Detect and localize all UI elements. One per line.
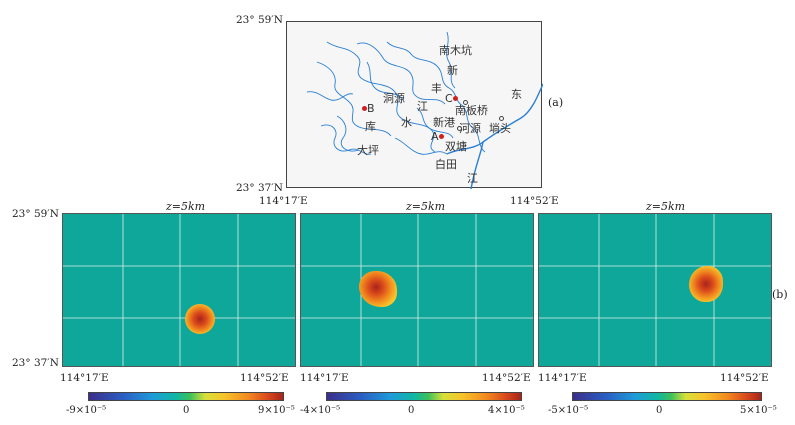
anomaly-blob-3 — [689, 266, 723, 302]
label-b: B — [367, 102, 375, 115]
z-label-2: z=5km — [406, 200, 446, 213]
reservoir-map: 南木坑 新 丰 C 东 洞源 江 南板桥 B 库 水 新港 河源 埫头 大坪 A… — [286, 21, 544, 190]
map-lat-bottom: 23° 37′N — [236, 182, 283, 194]
anomaly-panel-1 — [62, 213, 296, 367]
town-nanbanqiao-dot — [463, 100, 468, 105]
place-ku: 库 — [365, 120, 376, 133]
river-network — [306, 31, 544, 190]
map-lon-left: 114°17′E — [259, 195, 308, 207]
town-heyuan-dot — [457, 126, 462, 131]
colorbar-2-mid: 0 — [408, 405, 415, 416]
place-xin: 新 — [447, 64, 458, 77]
colorbar-1-max: 9×10⁻⁵ — [258, 405, 295, 416]
place-dongyuan: 洞源 — [383, 92, 405, 105]
panels-lat-bottom: 23° 37′N — [12, 357, 59, 369]
panel-tag-a: (a) — [548, 96, 564, 109]
label-a: A — [431, 130, 439, 143]
panel2-lon-right: 114°52′E — [482, 372, 531, 384]
colorbar-1-mid: 0 — [183, 405, 190, 416]
label-c: C — [445, 92, 453, 105]
panel-tag-b: (b) — [772, 288, 788, 301]
panel3-lon-right: 114°52′E — [720, 372, 769, 384]
panel2-lon-left: 114°17′E — [300, 372, 349, 384]
place-daping: 大坪 — [357, 144, 379, 157]
grid-lines-1 — [63, 214, 295, 366]
colorbar-3 — [572, 392, 762, 401]
colorbar-2-max: 4×10⁻⁵ — [488, 405, 525, 416]
place-dong: 东 — [511, 88, 522, 101]
colorbar-2 — [326, 392, 522, 401]
map-lat-top: 23° 59′N — [236, 14, 283, 26]
place-nanbanqiao: 南板桥 — [455, 104, 488, 117]
place-xingang: 新港 — [433, 116, 455, 129]
anomaly-panel-2 — [300, 213, 534, 367]
grid-lines-2 — [301, 214, 533, 366]
point-a — [439, 134, 444, 139]
anomaly-blob-1 — [185, 304, 215, 334]
place-heyuan: 河源 — [459, 122, 481, 135]
z-label-3: z=5km — [646, 200, 686, 213]
point-b — [362, 106, 367, 111]
colorbar-3-max: 5×10⁻⁵ — [740, 405, 777, 416]
panels-lat-top: 23° 59′N — [12, 208, 59, 220]
point-c — [453, 96, 458, 101]
colorbar-1-min: -9×10⁻⁵ — [66, 405, 107, 416]
panel1-lon-left: 114°17′E — [60, 372, 109, 384]
panel1-lon-right: 114°52′E — [240, 372, 289, 384]
panel3-lon-left: 114°17′E — [538, 372, 587, 384]
place-tanttou: 埫头 — [489, 122, 511, 135]
place-shui: 水 — [401, 116, 412, 129]
map-lon-right: 114°52′E — [510, 195, 559, 207]
z-label-1: z=5km — [166, 200, 206, 213]
place-jiang1: 江 — [417, 100, 428, 113]
grid-lines-3 — [539, 214, 771, 366]
colorbar-3-min: -5×10⁻⁵ — [548, 405, 589, 416]
colorbar-3-mid: 0 — [656, 405, 663, 416]
colorbar-1 — [88, 392, 284, 401]
place-nanmukeng: 南木坑 — [439, 44, 472, 57]
place-jiang2: 江 — [467, 172, 478, 185]
place-feng: 丰 — [431, 82, 442, 95]
anomaly-panel-3 — [538, 213, 772, 367]
place-baitian: 白田 — [435, 158, 457, 171]
place-shuangtang: 双塘 — [445, 140, 467, 153]
town-tanttou-dot — [499, 116, 504, 121]
anomaly-blob-2 — [359, 271, 397, 307]
colorbar-2-min: -4×10⁻⁵ — [300, 405, 341, 416]
